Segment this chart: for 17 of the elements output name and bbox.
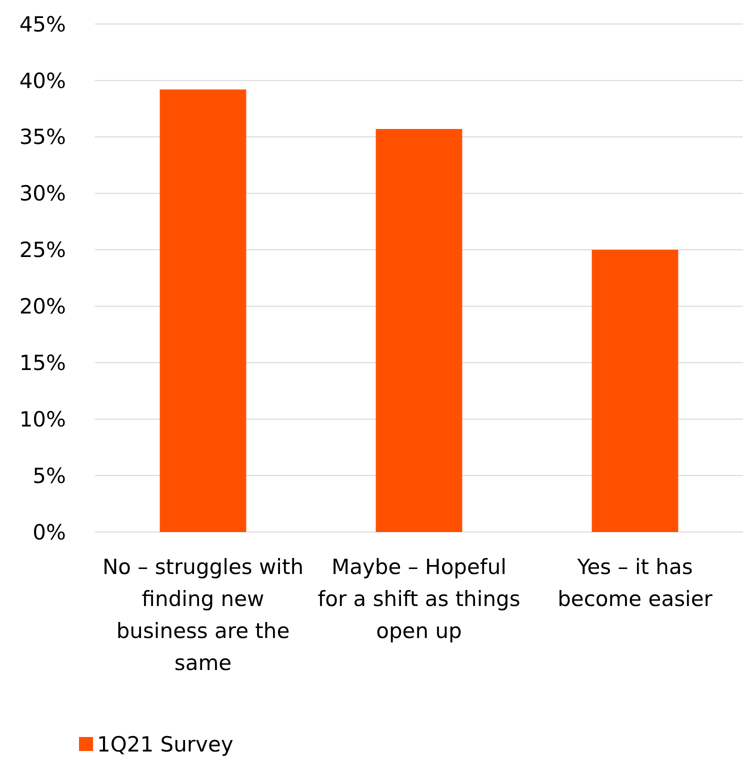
- x-tick-label: No – struggles with finding new business are the same: [102, 555, 304, 675]
- legend-label: 1Q21 Survey: [97, 732, 234, 756]
- bar: [592, 250, 678, 532]
- y-tick-label: 10%: [19, 407, 66, 432]
- y-tick-label: 25%: [19, 238, 66, 262]
- x-tick-label: Yes – it has become easier: [558, 555, 713, 611]
- y-tick-label: 15%: [19, 351, 66, 376]
- y-tick-label: 45%: [19, 12, 66, 36]
- y-tick-label: 30%: [19, 182, 66, 206]
- y-tick-label: 40%: [19, 68, 66, 93]
- y-tick-label: 5%: [32, 464, 66, 488]
- y-tick-label: 35%: [19, 125, 66, 150]
- bar: [376, 128, 462, 532]
- x-tick-label: Maybe – Hopeful for a shift as things open up: [318, 555, 520, 643]
- bar: [160, 89, 246, 532]
- y-tick-label: 0%: [32, 520, 66, 544]
- y-tick-label: 20%: [19, 294, 66, 319]
